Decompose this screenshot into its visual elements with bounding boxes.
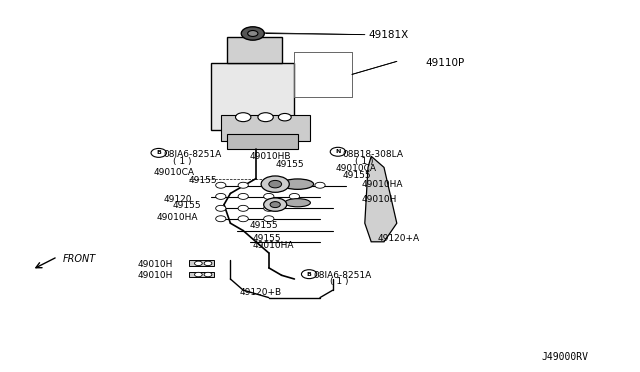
Polygon shape [365,156,397,242]
Text: 49010H: 49010H [138,260,173,269]
Ellipse shape [282,179,314,189]
Text: 49181X: 49181X [368,31,408,40]
Circle shape [195,272,202,277]
Bar [189,260,214,266]
Text: ( 1 ): ( 1 ) [355,157,374,166]
Circle shape [216,182,226,188]
Text: 49110P: 49110P [426,58,465,68]
Circle shape [270,202,280,208]
Text: ( 1 ): ( 1 ) [330,278,348,286]
Circle shape [264,216,274,222]
Text: B: B [307,272,312,277]
Text: 49010CA: 49010CA [336,164,377,173]
Circle shape [261,176,289,192]
Circle shape [269,180,282,188]
Text: 49155: 49155 [173,201,202,210]
Text: 49120+B: 49120+B [240,288,282,296]
Circle shape [238,205,248,211]
Ellipse shape [285,199,310,207]
Circle shape [238,182,248,188]
Circle shape [264,193,274,199]
Text: 49010HA: 49010HA [253,241,294,250]
Circle shape [216,216,226,222]
Circle shape [258,113,273,122]
Bar [227,37,282,63]
Bar [221,115,310,141]
Circle shape [236,113,251,122]
Text: 49010H: 49010H [362,195,397,203]
Circle shape [264,198,287,211]
Text: 49120: 49120 [163,195,192,203]
Text: N: N [335,149,340,154]
Circle shape [264,205,274,211]
Text: 08IA6-8251A: 08IA6-8251A [314,271,372,280]
Circle shape [264,182,274,188]
Text: 49155: 49155 [253,234,282,243]
Circle shape [216,193,226,199]
Circle shape [195,261,202,266]
Text: 49010H: 49010H [138,271,173,280]
Circle shape [204,272,212,277]
Circle shape [289,193,300,199]
Text: ( 1 ): ( 1 ) [173,157,191,166]
Text: 49010HA: 49010HA [362,180,403,189]
Circle shape [278,113,291,121]
Text: 49155: 49155 [342,171,371,180]
Circle shape [216,205,226,211]
Circle shape [289,182,300,188]
Text: B: B [156,150,161,155]
Text: 49155: 49155 [189,176,218,185]
Text: 49010HA: 49010HA [157,213,198,222]
Text: FRONT: FRONT [63,254,96,263]
Text: 49120+A: 49120+A [378,234,420,243]
Text: 49010HB: 49010HB [250,153,291,161]
Circle shape [330,147,346,156]
Circle shape [248,31,258,36]
Circle shape [204,261,212,266]
Text: 49155: 49155 [250,221,278,230]
Circle shape [241,27,264,40]
Bar [189,272,214,277]
Text: 49155: 49155 [275,160,304,169]
Bar [211,63,294,130]
Circle shape [238,193,248,199]
Circle shape [151,148,166,157]
Text: 08IA6-8251A: 08IA6-8251A [163,150,221,159]
Circle shape [238,216,248,222]
Circle shape [301,270,317,279]
Circle shape [315,182,325,188]
Text: 49010CA: 49010CA [154,169,195,177]
Text: 08B18-308LA: 08B18-308LA [342,150,403,159]
Text: J49000RV: J49000RV [542,352,589,362]
Bar [227,134,298,149]
